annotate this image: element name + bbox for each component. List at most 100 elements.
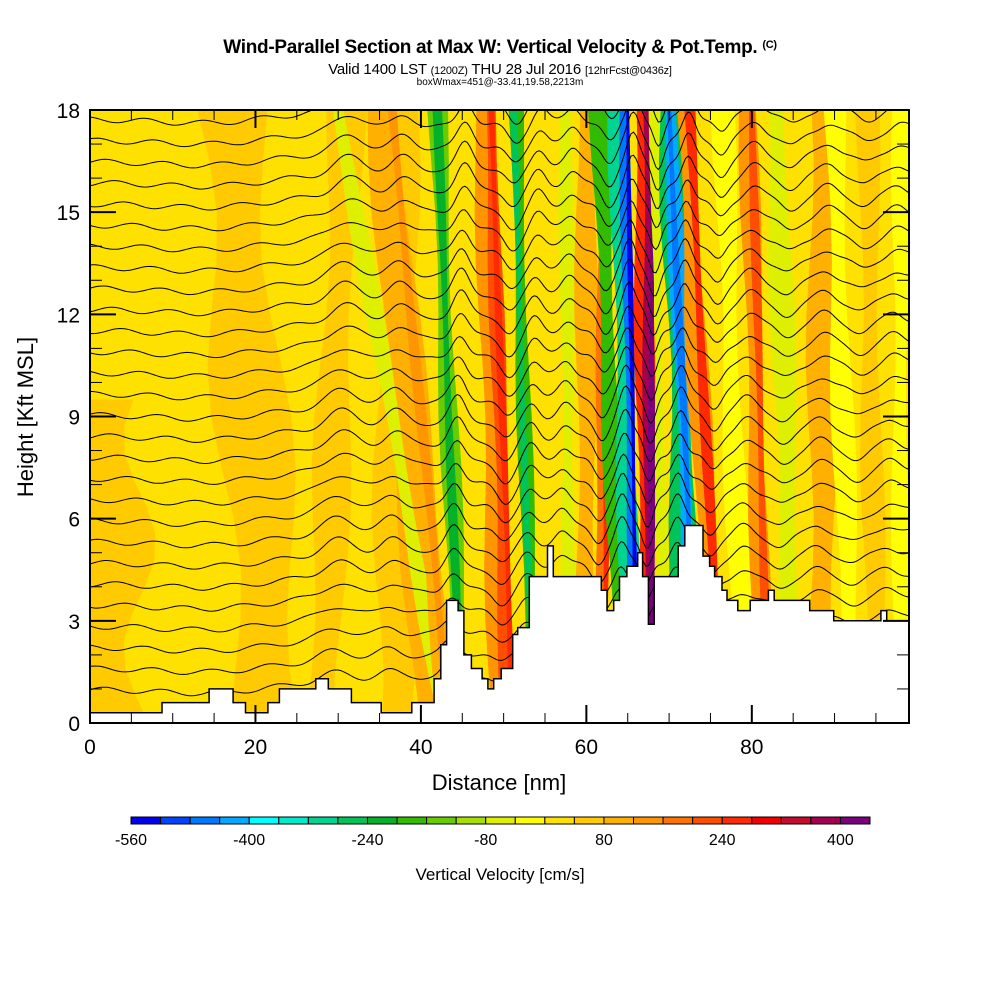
theta-contour — [90, 154, 909, 211]
terrain — [90, 524, 909, 723]
title-text: Wind-Parallel Section at Max W: Vertical… — [223, 37, 758, 58]
colorbar-tick-label: 80 — [595, 832, 613, 849]
colorbar-swatch — [485, 816, 516, 825]
colorbar-swatch — [278, 816, 309, 825]
colorbar-swatch — [839, 816, 871, 825]
y-tick-label: 9 — [68, 407, 80, 430]
colorbar-tick-label: 240 — [709, 832, 736, 849]
colorbar-swatch — [160, 816, 191, 825]
colorbar-tick-label: 400 — [827, 832, 854, 849]
colorbar-swatch — [307, 816, 339, 825]
colorbar-tick-label: -80 — [474, 832, 497, 849]
velocity-band — [823, 110, 859, 723]
velocity-band — [90, 110, 157, 400]
colorbar-swatch — [248, 816, 280, 825]
theta-contour — [90, 385, 909, 445]
theta-contour — [90, 472, 909, 528]
axis-tick-labels: 0 20 40 60 80 0 3 6 9 12 15 18 — [57, 100, 764, 759]
theta-contour — [90, 345, 909, 402]
theta-contour — [90, 541, 909, 591]
theta-contour — [90, 305, 909, 359]
valid-time-local: Valid 1400 LST — [328, 61, 427, 78]
x-tick-label: 80 — [740, 736, 763, 759]
y-axis-label: Height [Kft MSL] — [13, 337, 38, 497]
theta-contour — [90, 200, 909, 253]
theta-contour — [90, 565, 909, 612]
velocity-band — [710, 110, 751, 723]
velocity-band — [488, 110, 517, 723]
colorbar-swatch — [573, 816, 605, 825]
theta-contour — [90, 219, 909, 274]
chart-subtitle: Valid 1400 LST (1200Z) THU 28 Jul 2016 [… — [0, 61, 1000, 78]
theta-contour — [90, 111, 909, 171]
velocity-band — [768, 110, 807, 723]
colorbar-swatch — [810, 816, 841, 825]
x-tick-label: 40 — [409, 736, 432, 759]
colorbar-swatch — [603, 816, 635, 825]
colorbar-swatch — [130, 816, 162, 825]
y-tick-label: 15 — [57, 202, 80, 225]
theta-contour — [90, 28, 909, 83]
colorbar-tick-label: -400 — [233, 832, 265, 849]
forecast-tag: [12hrFcst@0436z] — [584, 65, 672, 77]
colorbar-swatch — [721, 816, 753, 825]
velocity-band — [305, 110, 368, 723]
theta-contour — [90, 408, 909, 464]
colorbar-swatch — [426, 816, 457, 825]
y-tick-label: 6 — [68, 509, 80, 532]
x-tick-label: 0 — [84, 736, 96, 759]
valid-time-utc: (1200Z) — [430, 65, 468, 77]
theta-contour — [90, 453, 909, 506]
theta-contour — [90, 493, 909, 549]
chart-title: Wind-Parallel Section at Max W: Vertical… — [0, 37, 1000, 59]
theta-contour — [90, 281, 909, 338]
terrain-mask — [90, 524, 909, 723]
colorbar-swatch — [692, 816, 723, 825]
y-tick-label: 3 — [68, 611, 80, 634]
velocity-band — [197, 110, 299, 723]
x-tick-label: 20 — [244, 736, 267, 759]
theta-contour — [90, 178, 909, 232]
velocity-band — [574, 110, 599, 723]
colorbar-swatch — [337, 816, 368, 825]
colorbar-swatch — [366, 816, 398, 825]
theta-contour — [90, 364, 909, 425]
velocity-band — [332, 110, 456, 723]
velocity-band — [855, 110, 886, 723]
colorbar-swatch — [396, 816, 428, 825]
theta-contour — [90, 432, 909, 485]
colorbar-swatch — [514, 816, 546, 825]
velocity-band — [432, 110, 464, 723]
colorbar-swatch — [662, 816, 694, 825]
theta-contour — [90, 131, 909, 192]
colorbar-tick-label: -560 — [115, 832, 147, 849]
valid-date: THU 28 Jul 2016 — [471, 61, 581, 78]
theta-contour — [90, 258, 909, 318]
y-tick-label: 12 — [57, 304, 80, 327]
copyright-mark: (C) — [762, 39, 777, 51]
velocity-band — [648, 110, 669, 723]
colorbar-swatch — [189, 816, 221, 825]
velocity-band — [805, 110, 839, 723]
x-tick-label: 60 — [575, 736, 598, 759]
y-tick-label: 18 — [57, 100, 80, 123]
colorbar-swatch — [544, 816, 575, 825]
theta-contour — [90, 238, 909, 297]
theta-contour — [90, 52, 909, 104]
colorbar-title: Vertical Velocity [cm/s] — [415, 865, 584, 884]
colorbar-tick-label: -240 — [351, 832, 383, 849]
velocity-band — [558, 110, 578, 723]
colorbar-swatch — [633, 816, 664, 825]
colorbar-swatch — [780, 816, 812, 825]
x-axis-label: Distance [nm] — [432, 770, 567, 795]
velocity-band — [626, 110, 641, 723]
axis-ticks — [89, 109, 909, 724]
theta-contour — [90, 516, 909, 570]
theta-contour — [90, 110, 666, 126]
velocity-band — [509, 110, 535, 723]
colorbar: -560 -400 -240 -80 80 240 400 — [115, 816, 871, 849]
colorbar-swatch — [751, 816, 782, 825]
theta-contour — [90, 110, 888, 148]
colorbar-swatch — [455, 816, 487, 825]
